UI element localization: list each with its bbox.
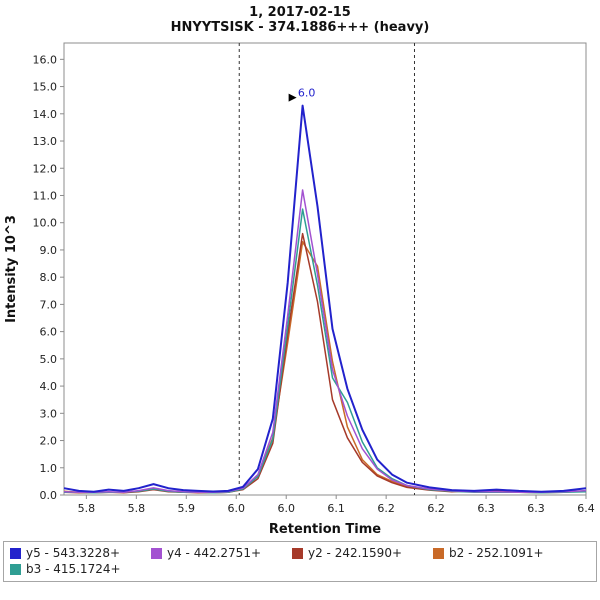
y-tick-label: 7.0	[40, 298, 58, 311]
y-tick-label: 0.0	[40, 489, 58, 502]
x-tick-label: 5.9	[178, 502, 196, 515]
y-tick-label: 10.0	[33, 217, 58, 230]
y-axis-title: Intensity 10^3	[4, 215, 19, 323]
chart-title: 1, 2017-02-15 HNYYTSISK - 374.1886+++ (h…	[0, 0, 600, 35]
y-tick-label: 3.0	[40, 407, 58, 420]
peak-pointer-icon	[288, 93, 297, 102]
y-tick-label: 11.0	[33, 189, 58, 202]
legend-item-label: b2 - 252.1091+	[449, 546, 544, 560]
plot-border	[63, 42, 587, 496]
legend-item: b3 - 415.1724+	[10, 561, 151, 577]
legend-item-label: y2 - 242.1590+	[308, 546, 403, 560]
x-tick-label: 6.0	[228, 502, 246, 515]
series-y5	[63, 104, 587, 493]
x-tick-label: 6.2	[377, 502, 395, 515]
y-tick-label: 14.0	[33, 108, 58, 121]
chromatogram-plot[interactable]: 0.0 1.0 2.0 3.0 4.0 5.0 6.0 7.0 8.0 9.0 10.0 11.0 12…	[0, 35, 600, 540]
y-tick-label: 15.0	[33, 81, 58, 94]
chart-title-line1: 1, 2017-02-15	[249, 5, 351, 20]
peak-annotation-label: 6.0	[298, 87, 316, 100]
y-tick-label: 12.0	[33, 162, 58, 175]
y-tick-label: 4.0	[40, 380, 58, 393]
legend-item-label: y4 - 442.2751+	[167, 546, 262, 560]
legend-swatch-icon	[433, 547, 444, 559]
y-tick-label: 16.0	[33, 53, 58, 66]
x-tick-label: 6.4	[577, 502, 595, 515]
legend-swatch-icon	[10, 563, 21, 575]
legend-swatch-icon	[151, 547, 162, 559]
legend-item: y4 - 442.2751+	[151, 545, 292, 561]
legend: y5 - 543.3228+ y4 - 442.2751+ y2 - 242.159…	[3, 541, 597, 582]
y-tick-label: 2.0	[40, 435, 58, 448]
legend-item: y5 - 543.3228+	[10, 545, 151, 561]
y-tick-label: 9.0	[40, 244, 58, 257]
legend-item-label: b3 - 415.1724+	[26, 562, 121, 576]
x-tick-label: 6.3	[477, 502, 495, 515]
series-b2	[63, 241, 587, 494]
y-tick-label: 1.0	[40, 462, 58, 475]
y-tick-label: 6.0	[40, 326, 58, 339]
legend-swatch-icon	[292, 547, 303, 559]
x-axis-title: Retention Time	[269, 522, 381, 537]
legend-item: y2 - 242.1590+	[292, 545, 433, 561]
legend-swatch-icon	[10, 547, 21, 559]
x-tick-label: 6.3	[527, 502, 545, 515]
chart-title-line2: HNYYTSISK - 374.1886+++ (heavy)	[170, 20, 430, 35]
y-tick-label: 5.0	[40, 353, 58, 366]
x-tick-label: 5.8	[78, 502, 96, 515]
y-tick-label: 13.0	[33, 135, 58, 148]
x-tick-label: 6.0	[277, 502, 295, 515]
series-y4	[63, 189, 587, 494]
legend-item-label: y5 - 543.3228+	[26, 546, 121, 560]
x-tick-label: 6.1	[327, 502, 345, 515]
x-tick-label: 5.8	[128, 502, 146, 515]
y-tick-label: 8.0	[40, 271, 58, 284]
x-tick-label: 6.2	[427, 502, 445, 515]
legend-item: b2 - 252.1091+	[433, 545, 574, 561]
